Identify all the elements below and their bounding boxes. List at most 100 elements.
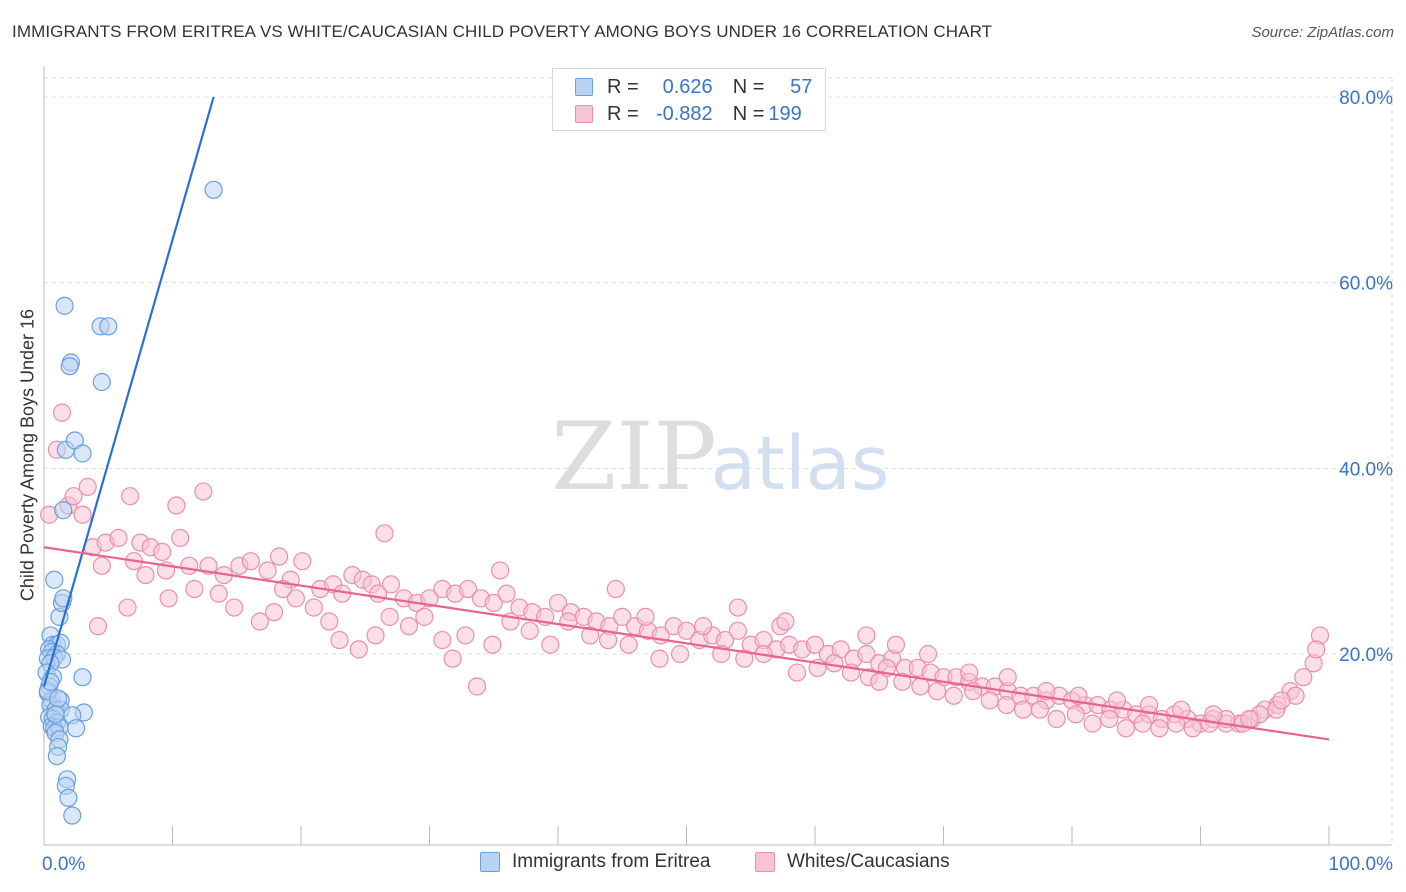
y-tick-label: 40.0%	[1339, 459, 1393, 480]
point-whites	[458, 579, 478, 599]
point-whites	[1014, 700, 1033, 719]
point-whites	[1133, 714, 1152, 733]
point-whites	[73, 505, 92, 524]
point-whites	[88, 617, 108, 636]
point-whites	[159, 589, 178, 608]
y-tick-label: 60.0%	[1339, 274, 1393, 295]
point-whites	[185, 579, 204, 599]
point-whites	[349, 640, 368, 659]
point-whites	[728, 621, 748, 640]
point-whites	[1307, 640, 1326, 659]
point-eritrea	[54, 501, 73, 520]
y-tick-label: 20.0%	[1339, 645, 1393, 666]
point-whites	[78, 477, 97, 496]
point-whites	[118, 598, 137, 617]
point-whites	[180, 556, 199, 575]
point-whites	[998, 668, 1017, 687]
point-whites	[1240, 709, 1259, 729]
legend-swatch-pink	[575, 105, 593, 123]
point-whites	[1047, 709, 1066, 729]
point-whites	[1066, 705, 1085, 724]
point-whites	[167, 496, 186, 515]
point-whites	[1116, 719, 1136, 738]
point-whites	[199, 556, 218, 575]
legend-swatch-pink	[755, 852, 775, 872]
point-whites	[870, 672, 889, 691]
point-eritrea	[47, 747, 66, 766]
point-whites	[375, 524, 394, 543]
point-eritrea	[45, 570, 64, 589]
point-whites	[484, 593, 503, 613]
point-whites	[606, 579, 625, 599]
point-eritrea	[99, 317, 118, 336]
point-whites	[171, 528, 190, 548]
point-eritrea	[73, 444, 92, 463]
point-whites	[366, 626, 385, 645]
point-eritrea	[55, 296, 74, 315]
point-whites	[1030, 700, 1049, 719]
legend-n-label: N =	[732, 75, 765, 98]
y-axis-label: Child Poverty Among Boys Under 16	[17, 308, 38, 602]
point-whites	[194, 482, 213, 501]
point-whites	[209, 584, 228, 603]
point-whites	[52, 403, 72, 422]
point-whites	[225, 598, 244, 617]
point-whites	[136, 565, 155, 585]
point-whites	[636, 607, 655, 626]
point-eritrea	[67, 719, 86, 738]
point-whites	[415, 607, 434, 626]
point-whites	[735, 649, 754, 668]
point-whites	[286, 589, 305, 608]
point-whites	[1083, 714, 1102, 733]
point-whites	[997, 695, 1016, 715]
point-whites	[1100, 709, 1119, 729]
trendline-eritrea	[42, 96, 215, 687]
point-eritrea	[49, 689, 68, 708]
point-whites	[273, 579, 293, 599]
point-eritrea	[59, 788, 78, 807]
point-whites	[381, 575, 401, 594]
trendlines	[42, 96, 1330, 741]
legend-row-whites: R = -0.882 N = 199	[575, 101, 802, 127]
point-whites	[497, 584, 516, 603]
legend-swatch-blue	[480, 852, 500, 872]
point-whites	[1069, 686, 1088, 705]
point-whites	[980, 691, 999, 710]
point-whites	[483, 635, 502, 654]
legend-r-label: R =	[607, 102, 639, 125]
point-whites	[728, 598, 748, 617]
legend-r-value: 0.626	[662, 75, 713, 98]
point-whites	[467, 677, 487, 696]
legend-label-whites: Whites/Caucasians	[787, 851, 950, 872]
point-whites	[857, 644, 876, 664]
point-whites	[1294, 668, 1313, 687]
legend-r-value: -0.882	[655, 102, 713, 125]
point-whites	[776, 612, 795, 631]
watermark-zip: ZIP	[551, 403, 717, 512]
point-whites	[581, 626, 600, 645]
point-whites	[520, 621, 539, 640]
point-eritrea	[63, 806, 82, 825]
legend-swatch-blue	[575, 78, 593, 96]
x-tick-label-min: 0.0%	[42, 854, 85, 875]
series-whites-caucasians-points	[40, 403, 1330, 738]
chart-source: Source: ZipAtlas.com	[1251, 24, 1394, 41]
chart-title: IMMIGRANTS FROM ERITREA VS WHITE/CAUCASI…	[12, 22, 993, 41]
point-whites	[320, 612, 339, 631]
point-whites	[153, 542, 172, 561]
point-whites	[1272, 691, 1291, 710]
x-tick-labels: 0.0% 100.0%	[42, 854, 1393, 875]
point-whites	[92, 556, 111, 575]
point-whites	[619, 635, 638, 654]
point-whites	[1183, 719, 1202, 738]
point-whites	[109, 528, 128, 548]
point-whites	[694, 617, 713, 636]
legend-n-value: 57	[790, 75, 813, 98]
point-whites	[911, 677, 930, 696]
point-eritrea	[60, 357, 79, 376]
point-whites	[650, 649, 669, 668]
point-whites	[250, 612, 269, 631]
series-legend: Immigrants from Eritrea Whites/Caucasian…	[0, 851, 1406, 877]
point-eritrea	[204, 180, 223, 199]
